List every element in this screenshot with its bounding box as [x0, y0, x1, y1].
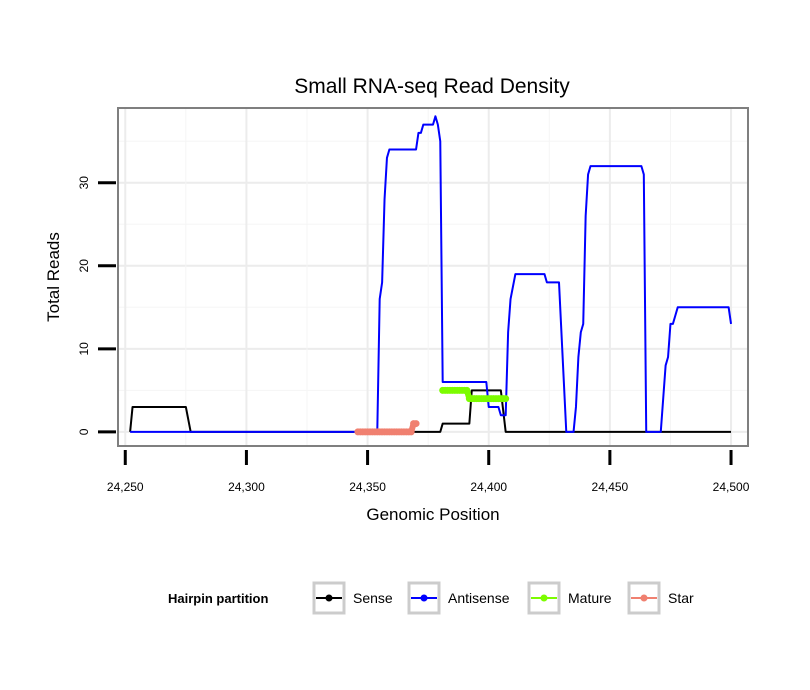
- series-star-point: [407, 428, 415, 436]
- series-mature-point: [502, 395, 510, 403]
- y-tick-label: 10: [77, 342, 91, 356]
- series-star-point: [412, 420, 420, 428]
- series-antisense-line: [130, 115, 733, 433]
- x-tick-label: 24,400: [470, 480, 507, 494]
- x-tick-label: 24,350: [349, 480, 386, 494]
- legend-label-antisense: Antisense: [448, 590, 510, 606]
- legend-label-star: Star: [668, 590, 694, 606]
- plot-background: [118, 108, 748, 446]
- x-tick-label: 24,300: [228, 480, 265, 494]
- y-tick-label: 20: [77, 259, 91, 273]
- legend-label-sense: Sense: [353, 590, 393, 606]
- plot-panel: [117, 107, 749, 447]
- y-axis-label: Total Reads: [44, 232, 63, 322]
- x-tick-label: 24,500: [713, 480, 750, 494]
- y-tick-label: 30: [77, 176, 91, 190]
- grid: [118, 108, 748, 446]
- legend-key-point-sense: [325, 594, 333, 602]
- legend-key-point-star: [640, 594, 648, 602]
- series-mature-point: [463, 386, 471, 394]
- x-tick-label: 24,450: [592, 480, 629, 494]
- x-axis-label: Genomic Position: [366, 505, 499, 524]
- y-axis: 0 10 20 30: [77, 176, 116, 435]
- legend-title: Hairpin partition: [168, 591, 268, 606]
- series-sense-line: [129, 389, 732, 433]
- x-tick-label: 24,250: [107, 480, 144, 494]
- series-layer: [129, 115, 733, 436]
- x-axis: 24,250 24,300 24,350 24,400 24,450 24,500: [107, 450, 750, 494]
- plot-border: [117, 107, 749, 447]
- legend: Hairpin partition Sense Antisense Mature St…: [168, 581, 694, 615]
- legend-key-point-antisense: [420, 594, 428, 602]
- legend-key-point-mature: [540, 594, 548, 602]
- chart-title: Small RNA-seq Read Density: [294, 75, 570, 98]
- legend-label-mature: Mature: [568, 590, 612, 606]
- y-tick-label: 0: [77, 428, 91, 435]
